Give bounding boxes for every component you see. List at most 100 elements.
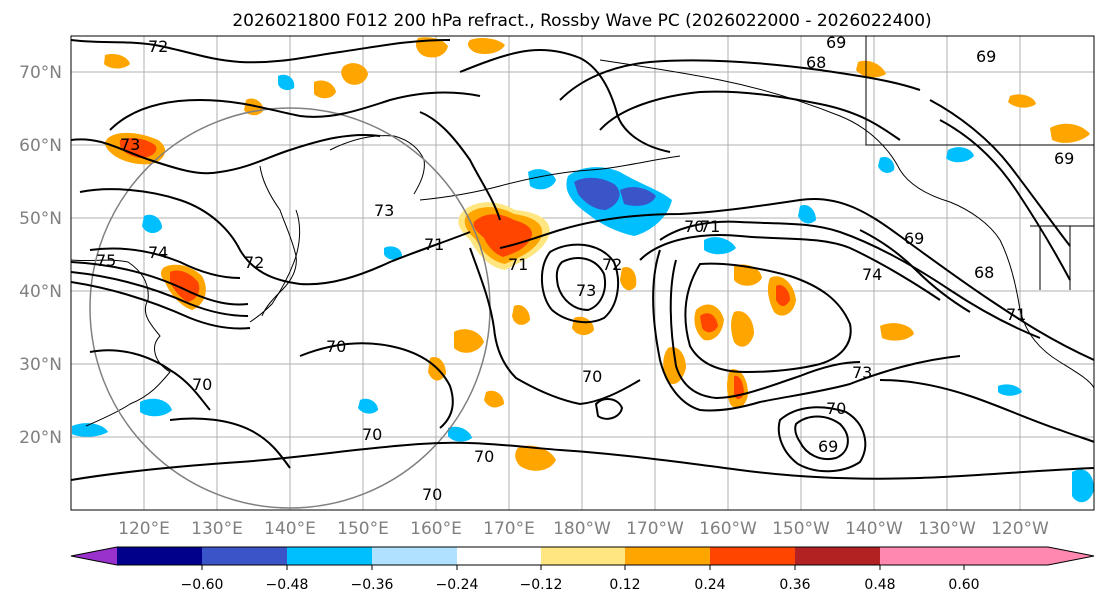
coastline-asia xyxy=(71,259,171,427)
contour-line xyxy=(169,417,291,469)
anomaly-positive xyxy=(880,323,914,341)
contour-label: 70 xyxy=(422,485,442,504)
contour-label: 71 xyxy=(1006,305,1026,324)
contour-label: 70 xyxy=(826,399,846,418)
contour-label: 68 xyxy=(806,53,826,72)
contour-line xyxy=(469,247,641,406)
contour-line xyxy=(540,243,620,324)
anomaly-positive xyxy=(416,37,448,58)
contour-label: 69 xyxy=(1054,149,1074,168)
lon-label-160e: 160°E xyxy=(410,519,462,539)
contour-line xyxy=(89,247,241,279)
contour-labels: 72 73 74 75 72 69 68 69 69 68 71 73 71 7… xyxy=(96,33,1074,504)
anomaly-negative xyxy=(878,156,895,173)
contour-label: 70 xyxy=(684,217,704,236)
chart-title: 2026021800 F012 200 hPa refract., Rossby… xyxy=(232,11,931,31)
anomaly-positive xyxy=(700,313,718,333)
colorbar: −0.60 −0.48 −0.36 −0.24 −0.12 0.12 0.24 … xyxy=(70,546,1095,593)
contour-label: 71 xyxy=(424,235,444,254)
contour-line xyxy=(599,90,901,141)
border-alaska-canada xyxy=(865,36,1094,146)
contour-label: 74 xyxy=(148,243,168,262)
lon-label-180w: 180°W xyxy=(553,519,611,539)
contour-line xyxy=(89,349,211,411)
contour-label: 70 xyxy=(192,375,212,394)
contour-line xyxy=(684,262,852,374)
contour-label: 72 xyxy=(148,37,168,56)
anomaly-negative xyxy=(278,74,295,91)
anomaly-positive xyxy=(515,445,556,471)
lon-label-130w: 130°W xyxy=(918,519,976,539)
contour-label: 70 xyxy=(326,337,346,356)
anomaly-positive xyxy=(620,266,637,291)
lon-label-150w: 150°W xyxy=(772,519,830,539)
contour-label: 72 xyxy=(244,253,264,272)
contour-label: 73 xyxy=(120,135,140,154)
colorbar-tick-label: 0.60 xyxy=(948,577,979,593)
contour-line xyxy=(71,281,251,330)
contour-label: 69 xyxy=(976,47,996,66)
anomaly-negative xyxy=(528,169,556,190)
anomaly-negative xyxy=(358,398,378,414)
lon-label-140e: 140°E xyxy=(264,519,316,539)
contour-label: 69 xyxy=(826,33,846,52)
lon-label-150e: 150°E xyxy=(337,519,389,539)
anomaly-positive xyxy=(170,270,200,302)
contour-label: 73 xyxy=(374,201,394,220)
anomaly-negative xyxy=(620,187,656,206)
coastline-aleutians xyxy=(419,155,681,201)
contour-line xyxy=(109,91,481,131)
contour-label: 75 xyxy=(96,251,116,270)
colorbar-segment xyxy=(880,547,964,565)
anomaly-positive xyxy=(104,54,130,69)
colorbar-tick-label: −0.48 xyxy=(266,577,309,593)
lon-label-170e: 170°E xyxy=(483,519,535,539)
contour-line xyxy=(859,229,971,313)
contour-line xyxy=(459,49,671,153)
colorbar-tick-label: 0.24 xyxy=(694,577,725,593)
contour-line xyxy=(794,415,849,460)
colorbar-tick-label: −0.12 xyxy=(520,577,563,593)
lat-label-60n: 60°N xyxy=(19,136,62,156)
coastline-kamchatka xyxy=(329,135,425,195)
anomaly-positive xyxy=(467,37,505,54)
contour-label: 73 xyxy=(852,363,872,382)
contour-label: 72 xyxy=(602,255,622,274)
anomaly-positive xyxy=(1050,123,1090,143)
anomaly-negative xyxy=(1072,469,1094,503)
contour-label: 71 xyxy=(508,255,528,274)
contour-line xyxy=(71,261,249,306)
map-frame xyxy=(70,35,1095,511)
colorbar-tick-label: −0.36 xyxy=(351,577,394,593)
contour-label: 70 xyxy=(474,447,494,466)
anomaly-positive xyxy=(454,329,484,353)
anomaly-negative xyxy=(140,398,172,417)
coastline-north-america xyxy=(599,59,1094,389)
contour-line xyxy=(71,39,451,64)
anomaly-positive xyxy=(1008,94,1036,108)
colorbar-tick-label: 0.36 xyxy=(779,577,810,593)
colorbar-segment xyxy=(625,547,710,565)
colorbar-extend-low xyxy=(71,547,117,565)
contour-line xyxy=(929,99,1071,247)
colorbar-segment xyxy=(117,547,202,565)
lat-label-40n: 40°N xyxy=(19,282,62,302)
anomaly-negative xyxy=(704,237,736,255)
coastlines xyxy=(71,36,1094,427)
anomaly-positive xyxy=(512,304,530,325)
colorbar-tick-label: 0.12 xyxy=(609,577,640,593)
contour-label: 70 xyxy=(362,425,382,444)
longitude-labels: 120°E 130°E 140°E 150°E 160°E 170°E 180°… xyxy=(118,519,1049,539)
anomaly-negative xyxy=(574,177,620,210)
lon-label-160w: 160°W xyxy=(699,519,757,539)
contour-line xyxy=(299,342,454,429)
anomaly-positive xyxy=(341,63,368,85)
anomaly-positive xyxy=(314,80,336,99)
contour-label: 73 xyxy=(576,281,596,300)
lon-label-120e: 120°E xyxy=(118,519,170,539)
colorbar-segment xyxy=(710,547,795,565)
anomaly-negative xyxy=(384,246,402,260)
colorbar-extend-high xyxy=(964,547,1094,565)
lat-label-70n: 70°N xyxy=(19,63,62,83)
